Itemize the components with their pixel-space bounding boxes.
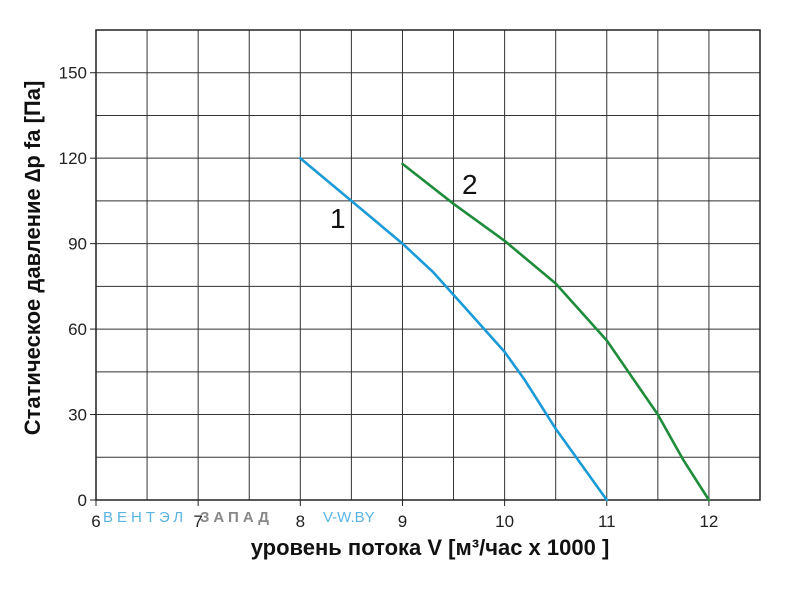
tick-marks [90,72,710,506]
x-tick-label: 12 [699,512,718,531]
x-tick-label: 10 [495,512,514,531]
x-tick-label: 9 [398,512,407,531]
series-line-2 [401,162,711,502]
series-line-1 [299,156,609,502]
y-tick-label: 0 [78,491,87,510]
x-tick-label: 11 [598,512,616,531]
x-axis-title: уровень потока V [м³/час x 1000 ] [251,535,610,560]
y-tick-label: 60 [68,320,87,339]
x-tick-labels: 6 7 8 9 10 11 12 [91,512,718,531]
y-axis-title: Статическое давление ∆p fa [Па] [20,81,45,436]
grid [96,30,760,500]
x-tick-label: 6 [91,512,100,531]
plot-frame [95,29,761,501]
y-tick-label: 120 [59,149,87,168]
y-tick-label: 30 [68,406,87,425]
y-tick-label: 90 [68,235,87,254]
watermark-ventel: ВЕНТЭЛ [103,509,187,526]
y-tick-label: 150 [59,64,87,83]
x-tick-label: 8 [296,512,305,531]
series-label-2: 2 [462,169,478,200]
series-label-1: 1 [330,203,346,234]
watermark-zapad: ЗАПАД [200,509,273,526]
y-tick-labels: 0 30 60 90 120 150 [59,64,87,510]
series-lines [299,156,711,502]
watermark-site: V-W.BY [323,509,375,526]
x-tick-label: 7 [193,512,202,531]
